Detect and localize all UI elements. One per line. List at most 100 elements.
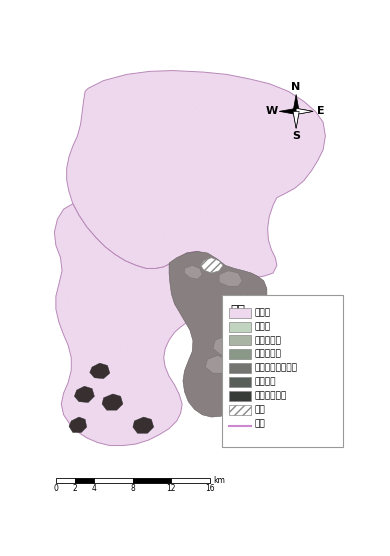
Point <box>162 232 168 241</box>
Point <box>87 225 93 234</box>
Point <box>262 103 269 112</box>
Point <box>64 292 70 301</box>
Point <box>273 187 279 196</box>
Point <box>121 347 127 356</box>
Point <box>83 429 89 438</box>
Point <box>247 239 253 247</box>
Point <box>151 102 158 111</box>
Point <box>183 235 189 244</box>
Point <box>237 129 243 138</box>
Point <box>209 168 215 177</box>
Point <box>65 317 71 326</box>
Point <box>58 400 65 409</box>
Point <box>77 258 83 267</box>
Point <box>106 249 112 258</box>
Point <box>109 235 115 244</box>
Point <box>172 269 179 278</box>
Point <box>122 131 129 140</box>
Point <box>227 132 234 141</box>
Point <box>252 85 258 94</box>
Point <box>79 295 85 304</box>
Point <box>246 155 252 164</box>
Point <box>255 222 261 231</box>
Point <box>263 106 269 115</box>
Point <box>246 212 253 221</box>
Point <box>275 167 281 176</box>
Point <box>245 157 252 166</box>
Point <box>107 148 113 157</box>
Point <box>195 129 201 138</box>
Point <box>77 230 83 239</box>
Point <box>114 322 120 331</box>
Point <box>117 297 123 306</box>
Point <box>248 216 255 225</box>
Point <box>163 323 169 332</box>
Point <box>68 150 74 159</box>
Point <box>95 151 101 160</box>
Point <box>179 197 185 206</box>
Point <box>275 129 281 138</box>
Point <box>266 108 272 117</box>
Point <box>131 247 137 256</box>
Point <box>85 371 92 380</box>
Point <box>77 160 83 168</box>
Point <box>131 434 138 443</box>
Point <box>80 324 86 333</box>
Point <box>140 131 146 140</box>
Point <box>159 264 165 272</box>
Point <box>221 88 227 97</box>
Point <box>254 133 260 142</box>
Point <box>123 158 129 167</box>
Point <box>121 244 127 252</box>
Point <box>306 105 312 113</box>
Point <box>170 402 176 411</box>
Point <box>92 126 99 135</box>
Point <box>80 209 86 218</box>
Point <box>207 156 214 165</box>
Point <box>92 372 98 381</box>
Point <box>101 439 107 448</box>
Point <box>114 201 120 210</box>
Point <box>263 157 269 166</box>
Point <box>198 211 204 220</box>
Point <box>246 116 252 125</box>
Point <box>170 304 177 313</box>
Point <box>243 76 250 85</box>
Point <box>222 120 228 129</box>
Point <box>123 395 129 404</box>
Point <box>166 202 172 211</box>
Point <box>67 342 74 351</box>
Point <box>165 187 171 196</box>
Point <box>198 107 204 116</box>
Point <box>255 262 261 271</box>
Point <box>84 313 90 322</box>
Point <box>75 147 81 156</box>
Point <box>135 114 141 123</box>
Point <box>236 103 242 112</box>
Point <box>197 148 203 157</box>
Point <box>173 282 179 291</box>
Point <box>96 156 102 165</box>
Point <box>262 266 269 275</box>
Point <box>82 360 89 369</box>
Point <box>133 438 139 446</box>
Point <box>264 143 271 152</box>
Point <box>240 146 246 155</box>
Point <box>140 88 146 97</box>
Point <box>263 83 269 92</box>
Point <box>89 353 95 362</box>
Point <box>189 105 195 114</box>
Point <box>257 103 263 112</box>
Point <box>126 395 133 404</box>
Polygon shape <box>233 294 254 311</box>
Point <box>148 177 154 186</box>
Point <box>159 231 165 240</box>
Point <box>118 176 124 185</box>
Point <box>147 85 153 94</box>
Point <box>223 173 229 182</box>
Text: 天然草地: 天然草地 <box>255 378 276 386</box>
Point <box>227 227 233 236</box>
Point <box>166 162 172 171</box>
Point <box>152 342 158 351</box>
Point <box>112 155 118 163</box>
